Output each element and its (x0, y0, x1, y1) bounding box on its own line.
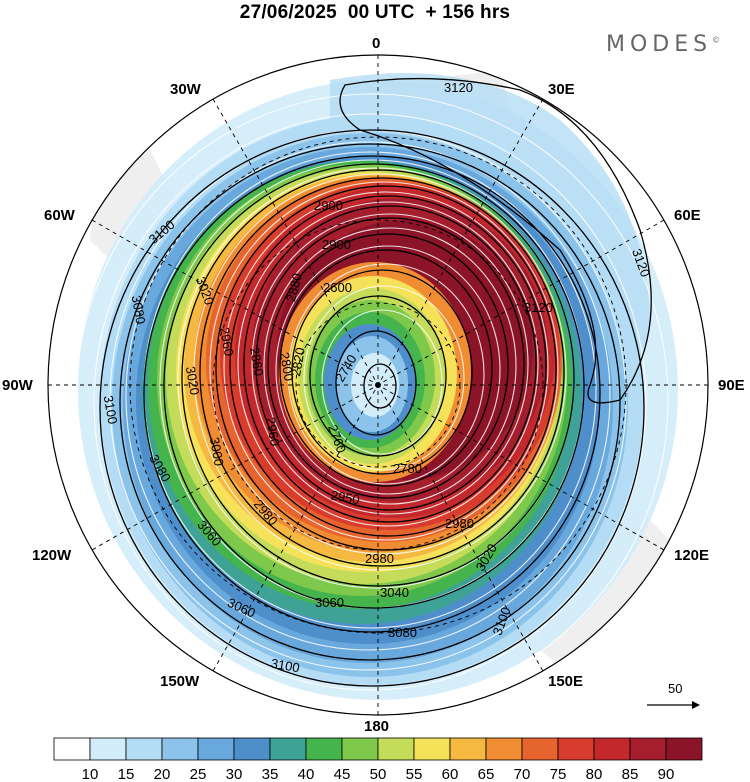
colorbar-swatch (305, 737, 343, 761)
colorbar-swatch (89, 737, 127, 761)
modes-logo: MODES© (606, 32, 720, 57)
colorbar-tick-label: 85 (622, 766, 639, 782)
contour-label: 3100 (101, 394, 121, 425)
contour-label: 2980 (445, 516, 474, 531)
lon-label-30w: 30W (170, 81, 202, 98)
colorbar-swatch (341, 737, 379, 761)
colorbar-swatch (557, 737, 595, 761)
wind-speed-shading (75, 70, 690, 707)
colorbar-swatch (485, 737, 523, 761)
brand-text: MODES (606, 32, 713, 57)
contour-label: 2780 (393, 461, 422, 476)
colorbar-swatch (593, 737, 631, 761)
colorbar-swatch (269, 737, 307, 761)
lon-label-150e: 150E (548, 673, 583, 690)
colorbar-tick-label: 45 (334, 766, 351, 782)
contour-label: 3060 (315, 595, 344, 610)
colorbar-tick-label: 35 (262, 766, 279, 782)
colorbar-swatch (161, 737, 199, 761)
lon-label-90e: 90E (718, 377, 745, 394)
contour-label: 2600 (323, 280, 352, 295)
contour-label: 2800 (277, 351, 297, 382)
contour-label: 3100 (270, 656, 301, 676)
colorbar-tick-label: 65 (478, 766, 495, 782)
contour-label: 3020 (183, 365, 203, 396)
colorbar: 10 15 20 25 30 35 40 45 50 55 60 65 70 75 80 85 90 (53, 737, 703, 782)
contour-label: 3000 (207, 436, 227, 467)
colorbar-swatch (413, 737, 451, 761)
colorbar-swatch (377, 737, 415, 761)
lon-label-60w: 60W (44, 207, 76, 224)
contour-label: 2860 (247, 346, 267, 377)
contour-label: 3080 (388, 625, 417, 640)
colorbar-tick-label: 80 (586, 766, 603, 782)
lon-label-0: 0 (372, 35, 380, 52)
wind-reference-vector: 50 (647, 681, 700, 709)
lon-label-180: 180 (364, 718, 389, 735)
colorbar-tick-label: 40 (298, 766, 315, 782)
contour-label: 2980 (365, 551, 394, 566)
longitude-labels: 0 30E 60E 90E 120E 150E 180 150W 120W 90… (2, 35, 745, 735)
colorbar-tick-label: 30 (226, 766, 243, 782)
colorbar-swatch (197, 737, 235, 761)
colorbar-swatch (629, 737, 667, 761)
colorbar-tick-label: 15 (118, 766, 135, 782)
contour-label: 2900 (322, 237, 351, 252)
lon-label-150w: 150W (160, 673, 200, 690)
lon-label-120w: 120W (32, 547, 72, 564)
contour-label: 3040 (380, 585, 409, 600)
colorbar-tick-label: 60 (442, 766, 459, 782)
contour-label: 2960 (263, 416, 283, 447)
colorbar-swatch (665, 737, 703, 761)
colorbar-tick-label: 75 (550, 766, 567, 782)
colorbar-tick-label: 55 (406, 766, 423, 782)
colorbar-swatch (449, 737, 487, 761)
colorbar-tick-label: 50 (370, 766, 387, 782)
colorbar-tick-label: 70 (514, 766, 531, 782)
colorbar-swatch (521, 737, 559, 761)
colorbar-tick-label: 10 (82, 766, 99, 782)
colorbar-swatch (233, 737, 271, 761)
contour-label: 2880 (283, 272, 305, 304)
lon-label-90w: 90W (2, 377, 34, 394)
map-title: 27/06/2025 00 UTC + 156 hrs (239, 2, 511, 23)
lon-label-60e: 60E (674, 207, 701, 224)
wind-reference-label: 50 (668, 681, 682, 696)
colorbar-tick-label: 25 (190, 766, 207, 782)
contour-label: 3080 (129, 294, 149, 325)
lon-label-120e: 120E (674, 547, 709, 564)
contour-label: 2950 (330, 488, 361, 508)
south-pole-marker (375, 382, 381, 388)
contour-label: 2820 (288, 346, 308, 377)
contour-label: 2900 (314, 198, 343, 213)
contour-label: 2960 (217, 326, 237, 357)
reference-arrow-head (692, 701, 700, 709)
lon-label-30e: 30E (548, 81, 575, 98)
copyright-mark: © (712, 35, 721, 45)
contour-label: 3120 (444, 80, 473, 95)
contour-label: 3120 (524, 300, 553, 315)
colorbar-tick-label: 90 (658, 766, 675, 782)
colorbar-swatch (53, 737, 91, 761)
map-border (47, 54, 709, 716)
colorbar-swatch (125, 737, 163, 761)
colorbar-tick-label: 20 (154, 766, 171, 782)
